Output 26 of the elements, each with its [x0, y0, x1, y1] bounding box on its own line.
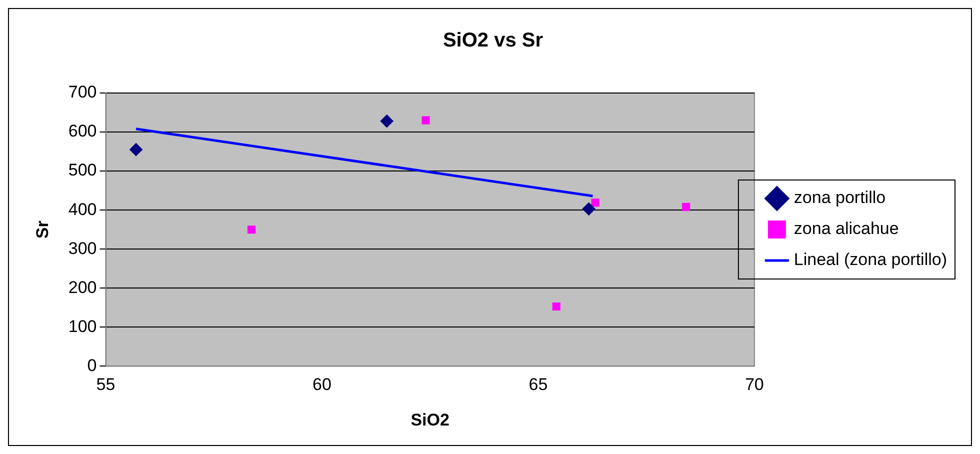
point: [582, 202, 596, 216]
chart-title: SiO2 vs Sr: [442, 30, 544, 52]
legend-label: Lineal (zona portillo): [794, 250, 948, 270]
y-tick-label: 500: [68, 160, 97, 180]
y-tick-label: 600: [68, 122, 97, 141]
point: [682, 202, 690, 211]
x-tick-label: 70: [744, 375, 764, 394]
legend-label: zona portillo: [794, 188, 886, 208]
y-tick-label: 0: [87, 356, 97, 375]
y-tick-label: 300: [68, 238, 97, 258]
y-tick-label: 400: [68, 200, 97, 219]
y-axis-title: Sr: [32, 220, 52, 239]
point: [552, 302, 560, 311]
y-tick-label: 100: [68, 316, 97, 336]
x-axis-title: SiO2: [410, 410, 450, 430]
y-tick-label: 200: [68, 278, 97, 297]
x-tick-label: 60: [312, 375, 332, 394]
legend-label: zona alicahue: [794, 219, 899, 238]
y-tick-label: 700: [68, 82, 97, 102]
point: [247, 226, 256, 234]
point: [591, 198, 600, 207]
point: [380, 114, 394, 128]
x-tick-label: 55: [96, 375, 116, 394]
point: [130, 143, 143, 156]
point: [422, 116, 430, 124]
x-tick-label: 65: [528, 375, 548, 394]
